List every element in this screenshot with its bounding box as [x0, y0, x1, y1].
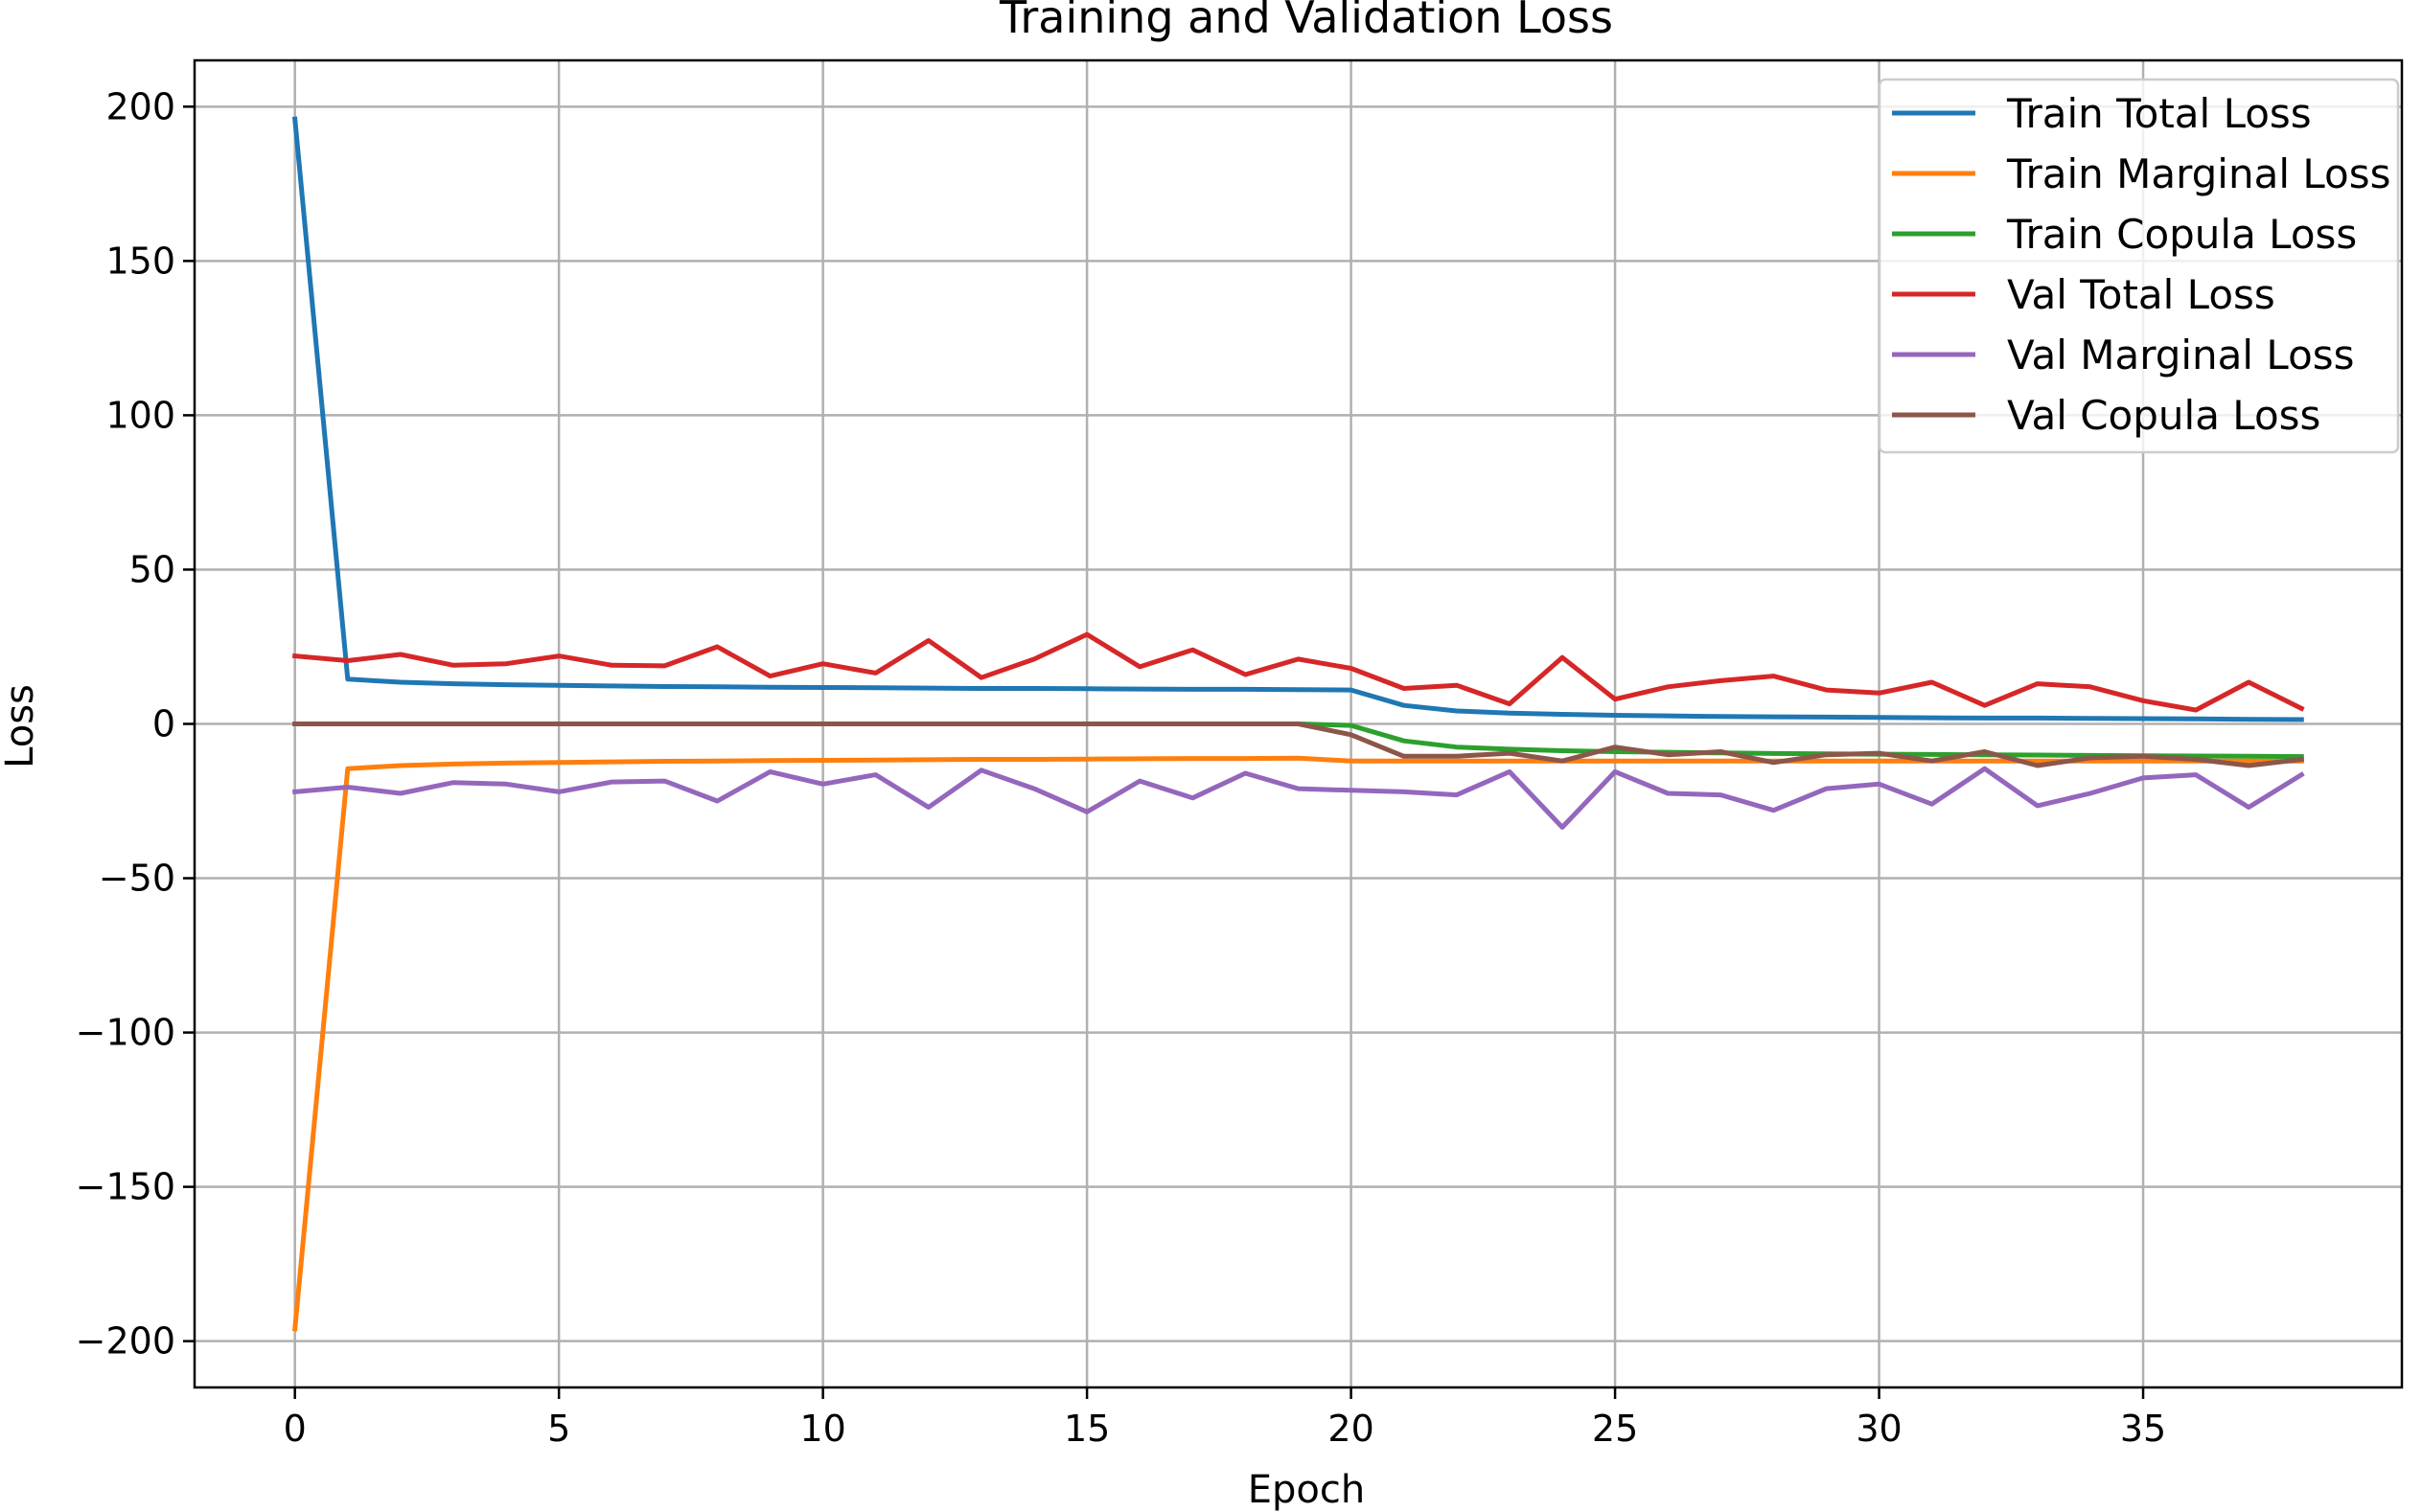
y-tick-label: 100 — [105, 394, 175, 436]
series-line-5 — [292, 722, 2305, 768]
y-tick-label: 0 — [152, 703, 175, 745]
y-tick-label: −100 — [76, 1012, 175, 1054]
x-tick-label: 30 — [1856, 1408, 1902, 1450]
series-lines — [291, 116, 2305, 1332]
legend-label: Train Total Loss — [2006, 90, 2312, 137]
x-axis-label: Epoch — [1248, 1468, 1365, 1512]
y-axis-label: Loss — [0, 684, 42, 768]
x-tick-label: 0 — [284, 1408, 307, 1450]
y-axis-ticks: −200 −150 −100 −50 0 50 100 150 200 — [76, 85, 195, 1363]
legend-box — [1878, 78, 2400, 454]
x-tick-label: 10 — [799, 1408, 845, 1450]
series-line-3 — [291, 631, 2305, 713]
legend-label: Val Marginal Loss — [2007, 332, 2355, 378]
y-tick-label: 50 — [129, 548, 175, 590]
y-tick-label: −50 — [99, 858, 175, 900]
chart-title: Training and Validation Loss — [999, 0, 1613, 43]
x-tick-label: 5 — [547, 1408, 570, 1450]
y-tick-label: −150 — [76, 1166, 175, 1208]
x-tick-label: 20 — [1327, 1408, 1373, 1450]
x-tick-label: 25 — [1592, 1408, 1638, 1450]
x-axis-ticks: 0 5 10 15 20 25 30 35 — [284, 1387, 2166, 1450]
series-line-1 — [291, 755, 2304, 1332]
y-tick-label: −200 — [76, 1320, 175, 1363]
legend-label: Train Copula Loss — [2006, 211, 2357, 258]
series-line-4 — [291, 766, 2305, 830]
legend-label: Val Total Loss — [2007, 271, 2275, 318]
legend-label: Train Marginal Loss — [2006, 150, 2390, 197]
y-tick-label: 200 — [105, 85, 175, 127]
legend: Train Total Loss Train Marginal Loss Train… — [1878, 78, 2400, 454]
series-line-0 — [291, 116, 2304, 722]
x-tick-label: 15 — [1064, 1408, 1110, 1450]
y-tick-label: 150 — [105, 240, 175, 282]
legend-label: Val Copula Loss — [2007, 392, 2320, 439]
x-tick-label: 35 — [2120, 1408, 2166, 1450]
